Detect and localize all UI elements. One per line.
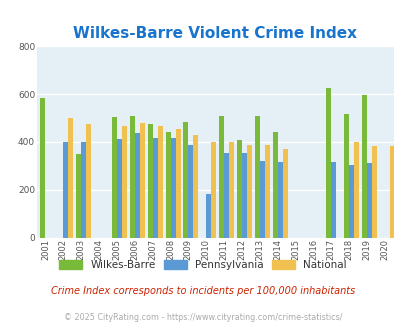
Bar	[246, 145, 252, 238]
Bar	[139, 123, 145, 238]
Bar	[361, 95, 366, 238]
Bar	[40, 98, 45, 238]
Bar	[130, 115, 134, 238]
Bar	[68, 118, 73, 238]
Bar	[117, 139, 121, 238]
Text: Crime Index corresponds to incidents per 100,000 inhabitants: Crime Index corresponds to incidents per…	[51, 286, 354, 296]
Bar	[211, 142, 216, 238]
Bar	[272, 132, 277, 238]
Bar	[277, 161, 282, 238]
Bar	[152, 138, 157, 238]
Title: Wilkes-Barre Violent Crime Index: Wilkes-Barre Violent Crime Index	[73, 26, 356, 41]
Bar	[330, 162, 335, 238]
Bar	[112, 117, 117, 238]
Bar	[366, 163, 371, 238]
Bar	[63, 142, 68, 238]
Bar	[389, 146, 394, 238]
Bar	[228, 142, 234, 238]
Bar	[353, 142, 358, 238]
Bar	[81, 142, 86, 238]
Bar	[343, 115, 348, 238]
Bar	[147, 124, 152, 238]
Bar	[326, 88, 330, 238]
Bar	[183, 121, 188, 238]
Bar	[193, 135, 198, 238]
Bar	[254, 115, 259, 238]
Bar	[264, 145, 269, 238]
Bar	[134, 133, 139, 238]
Bar	[259, 161, 264, 238]
Bar	[170, 138, 175, 238]
Bar	[86, 124, 91, 238]
Bar	[241, 153, 246, 238]
Bar	[188, 146, 193, 238]
Bar	[224, 153, 228, 238]
Legend: Wilkes-Barre, Pennsylvania, National: Wilkes-Barre, Pennsylvania, National	[55, 256, 350, 275]
Bar	[219, 115, 224, 238]
Bar	[237, 140, 241, 238]
Bar	[348, 165, 353, 238]
Bar	[282, 149, 287, 238]
Bar	[157, 126, 162, 238]
Bar	[76, 154, 81, 238]
Bar	[206, 194, 211, 238]
Bar	[122, 126, 127, 238]
Bar	[175, 129, 180, 238]
Text: © 2025 CityRating.com - https://www.cityrating.com/crime-statistics/: © 2025 CityRating.com - https://www.city…	[64, 313, 341, 322]
Bar	[165, 132, 170, 238]
Bar	[371, 146, 376, 238]
